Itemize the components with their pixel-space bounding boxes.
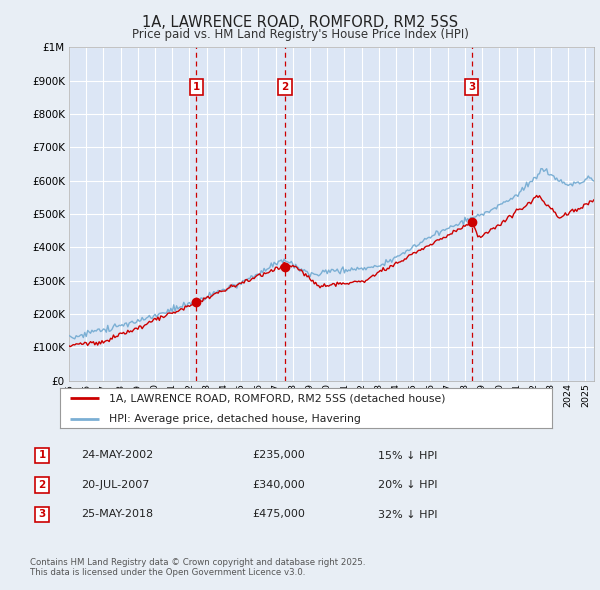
Text: 24-MAY-2002: 24-MAY-2002 <box>81 451 153 460</box>
Text: 1A, LAWRENCE ROAD, ROMFORD, RM2 5SS: 1A, LAWRENCE ROAD, ROMFORD, RM2 5SS <box>142 15 458 30</box>
Text: 2: 2 <box>38 480 46 490</box>
Text: 25-MAY-2018: 25-MAY-2018 <box>81 510 153 519</box>
Text: Contains HM Land Registry data © Crown copyright and database right 2025.
This d: Contains HM Land Registry data © Crown c… <box>30 558 365 577</box>
Text: 1A, LAWRENCE ROAD, ROMFORD, RM2 5SS (detached house): 1A, LAWRENCE ROAD, ROMFORD, RM2 5SS (det… <box>109 394 446 404</box>
Text: £235,000: £235,000 <box>252 451 305 460</box>
Text: 1: 1 <box>38 451 46 460</box>
Text: Price paid vs. HM Land Registry's House Price Index (HPI): Price paid vs. HM Land Registry's House … <box>131 28 469 41</box>
Text: 32% ↓ HPI: 32% ↓ HPI <box>378 510 437 519</box>
Text: HPI: Average price, detached house, Havering: HPI: Average price, detached house, Have… <box>109 414 361 424</box>
Text: 1: 1 <box>193 82 200 92</box>
Text: 15% ↓ HPI: 15% ↓ HPI <box>378 451 437 460</box>
Text: £475,000: £475,000 <box>252 510 305 519</box>
Text: 20-JUL-2007: 20-JUL-2007 <box>81 480 149 490</box>
Text: £340,000: £340,000 <box>252 480 305 490</box>
Text: 3: 3 <box>468 82 475 92</box>
Text: 2: 2 <box>281 82 289 92</box>
Text: 3: 3 <box>38 510 46 519</box>
Text: 20% ↓ HPI: 20% ↓ HPI <box>378 480 437 490</box>
